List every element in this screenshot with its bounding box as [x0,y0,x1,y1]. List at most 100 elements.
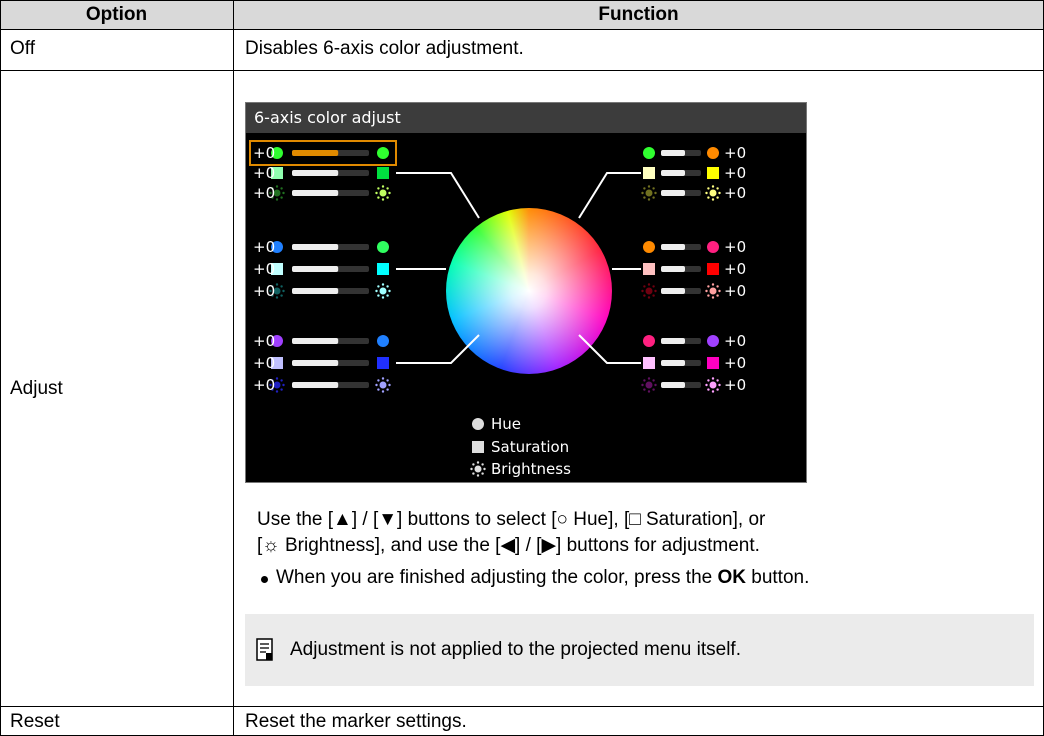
brightness-ray [641,191,644,195]
hue-icon [271,335,283,347]
brightness-ray [652,379,655,382]
saturation-icon [377,263,389,275]
brightness-ray [472,472,475,475]
brightness-ray [275,198,279,201]
instruction: Use the [▲] / [▼] buttons to select [○ H… [257,509,766,530]
function: Disables 6-axis color adjustment. [245,38,524,59]
brightness-ray [476,474,480,477]
brightness-ray [483,467,486,471]
brightness-icon [273,189,281,197]
slider-fill [292,150,339,156]
bullet-bold: OK [717,567,746,588]
brightness-ray [641,289,644,293]
brightness-ray [705,289,708,293]
brightness-ray [705,383,708,387]
brightness-ray [275,283,279,286]
brightness-ray [654,191,657,195]
brightness-ray [386,285,389,288]
brightness-ray [652,285,655,288]
slider-fill [292,288,339,294]
brightness-ray [652,294,655,297]
bullet-dot [261,576,268,583]
brightness-ray [269,191,272,195]
value-label: +0 [724,354,747,372]
brightness-ray [716,379,719,382]
brightness-ray [707,388,710,391]
brightness-icon [709,381,717,389]
bullet: When you are finished adjusting the colo… [276,567,809,589]
hue-icon [643,147,655,159]
brightness-ray [275,296,279,299]
brightness-ray [476,461,480,464]
saturation-icon [643,263,655,275]
brightness-ray [654,289,657,293]
brightness-ray [718,289,721,293]
brightness-ray [705,191,708,195]
brightness-ray [718,191,721,195]
brightness-icon [645,381,653,389]
slider-fill [661,382,685,388]
hue-icon [707,241,719,253]
brightness-ray [643,187,646,190]
value-label: +0 [253,354,276,372]
brightness-ray [711,377,715,380]
brightness-icon [273,381,281,389]
brightness-ray [711,296,715,299]
hue-icon [643,241,655,253]
value-label: +0 [724,260,747,278]
brightness-ray [386,379,389,382]
brightness-ray [381,283,385,286]
brightness-ray [481,463,484,466]
brightness-ray [647,198,651,201]
brightness-icon [645,189,653,197]
value-label: +0 [253,164,276,182]
brightness-ray [647,377,651,380]
rule [0,0,1,736]
brightness-ray [375,289,378,293]
brightness-ray [269,383,272,387]
brightness-ray [707,379,710,382]
brightness-ray [275,390,279,393]
color-wheel [446,208,612,374]
brightness-ray [643,379,646,382]
brightness-ray [271,196,274,199]
brightness-ray [711,390,715,393]
title-bar [246,103,806,133]
brightness-ray [647,185,651,188]
slider-fill [292,244,339,250]
bullet-text: button. [745,567,810,588]
brightness-ray [386,187,389,190]
value-label: +0 [253,376,276,394]
brightness-ray [275,185,279,188]
slider-fill [292,170,339,176]
brightness-ray [711,185,715,188]
brightness-ray [716,196,719,199]
brightness-ray [470,467,473,471]
brightness-ray [652,388,655,391]
brightness-ray [652,196,655,199]
rule [0,706,1044,707]
hue-icon [472,418,484,430]
header-bg [0,0,1044,29]
hue-icon [271,147,283,159]
value-label: +0 [724,282,747,300]
value-label: +0 [253,282,276,300]
brightness-ray [282,191,285,195]
brightness-ray [707,294,710,297]
brightness-ray [647,296,651,299]
hue-icon [377,147,389,159]
brightness-ray [643,285,646,288]
note-box [245,614,1034,686]
brightness-icon [474,465,482,473]
brightness-ray [643,388,646,391]
brightness-ray [643,196,646,199]
brightness-ray [280,285,283,288]
option: Reset [10,711,60,732]
value-label: +0 [253,332,276,350]
value-label: +0 [724,332,747,350]
saturation-icon [377,167,389,179]
bullet-text: When you are finished adjusting the colo… [276,567,718,588]
brightness-ray [472,463,475,466]
brightness-ray [377,187,380,190]
hue-icon [377,335,389,347]
